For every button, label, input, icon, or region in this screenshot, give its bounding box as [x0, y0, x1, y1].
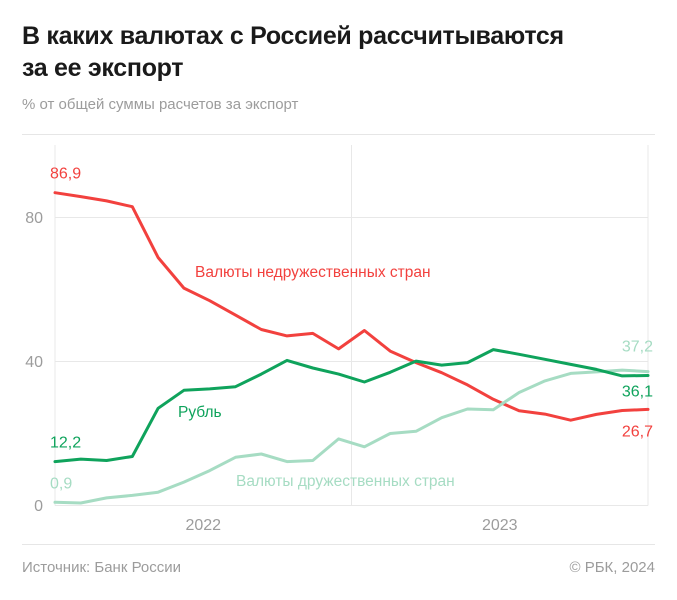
series-name-label-ruble: Рубль	[178, 404, 222, 421]
x-tick-label-2023: 2023	[482, 517, 518, 534]
y-tick-label-80: 80	[25, 210, 43, 227]
start-value-label-unfriendly: 86,9	[50, 166, 81, 183]
footer-divider	[22, 544, 655, 545]
series-line-unfriendly	[53, 191, 650, 422]
start-value-label-ruble: 12,2	[50, 435, 81, 452]
series-line-ruble	[53, 348, 650, 464]
y-tick-label-40: 40	[25, 354, 43, 371]
end-value-label-unfriendly: 26,7	[622, 423, 653, 440]
title-line-1: В каких валютах с Россией рассчитываются	[22, 22, 564, 50]
title-line-2: за ее экспорт	[22, 54, 184, 82]
header-divider	[22, 134, 655, 135]
end-value-label-ruble: 36,1	[622, 384, 653, 401]
x-tick-label-2022: 2022	[185, 517, 221, 534]
chart-header: В каких валютах с Россией рассчитываются…	[22, 20, 655, 113]
chart-subtitle: % от общей суммы расчетов за экспорт	[22, 96, 299, 113]
series-name-label-unfriendly: Валюты недружественных стран	[195, 264, 431, 281]
end-value-label-friendly: 37,2	[622, 339, 653, 356]
source-label: Источник: Банк России	[22, 559, 182, 576]
page-title: В каких валютах с Россией рассчитываются…	[22, 20, 655, 84]
copyright-label: © РБК, 2024	[569, 559, 655, 576]
series-line-friendly	[53, 368, 650, 505]
y-tick-label-0: 0	[34, 498, 43, 515]
start-value-label-friendly: 0,9	[50, 475, 72, 492]
series-name-label-friendly: Валюты дружественных стран	[236, 473, 455, 490]
